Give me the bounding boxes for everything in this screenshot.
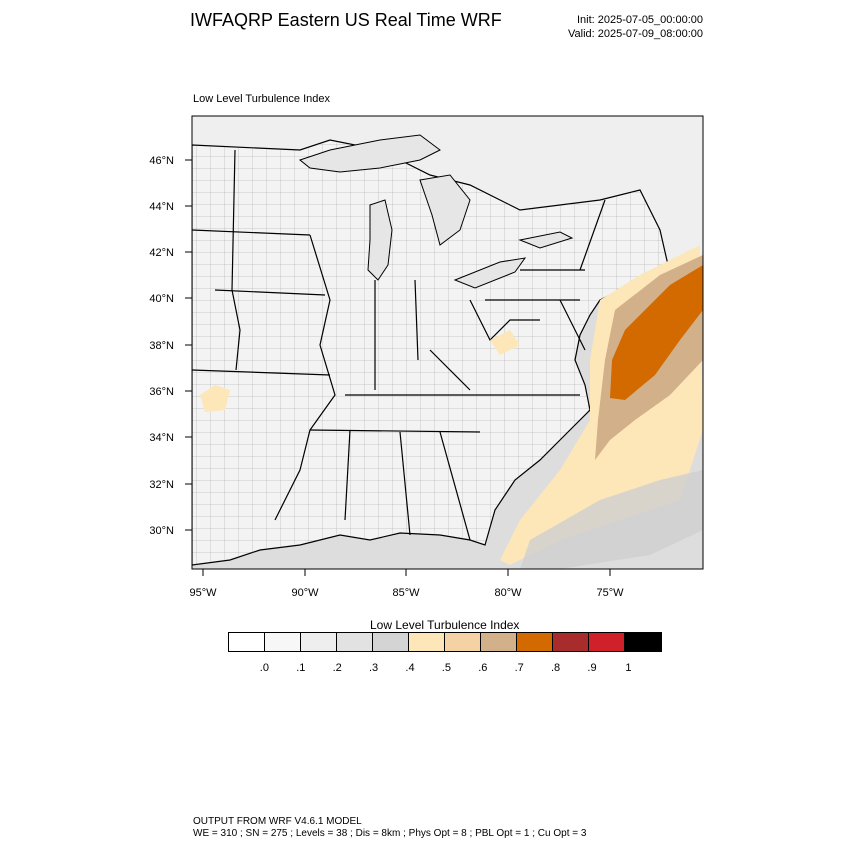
colorbar-swatch bbox=[553, 633, 589, 651]
offshore-gray-region bbox=[520, 470, 703, 569]
colorbar-swatch bbox=[373, 633, 409, 651]
lake-superior bbox=[298, 134, 441, 173]
valid-time: Valid: 2025-07-09_08:00:00 bbox=[568, 28, 703, 40]
inland-tan-patch-east bbox=[490, 330, 520, 355]
colorbar-tick-label: .2 bbox=[332, 662, 342, 674]
colorbar-tick-label: 1 bbox=[625, 662, 632, 674]
lat-label: 34°N bbox=[149, 432, 174, 444]
colorbar-tick-label: .0 bbox=[259, 662, 269, 674]
colorbar bbox=[228, 632, 662, 652]
lon-label: 90°W bbox=[291, 587, 319, 599]
lon-labels: 95°W 90°W 85°W 80°W 75°W bbox=[189, 587, 624, 599]
lon-label: 80°W bbox=[494, 587, 522, 599]
lat-label: 40°N bbox=[149, 293, 174, 305]
colorbar-swatch bbox=[589, 633, 625, 651]
lake-ontario bbox=[518, 231, 574, 249]
plot-title: IWFAQRP Eastern US Real Time WRF bbox=[190, 10, 502, 30]
lat-label: 36°N bbox=[149, 386, 174, 398]
colorbar-swatch bbox=[337, 633, 373, 651]
lat-label: 30°N bbox=[149, 525, 174, 537]
lon-label: 75°W bbox=[596, 587, 624, 599]
lat-label: 32°N bbox=[149, 479, 174, 491]
colorbar-title: Low Level Turbulence Index bbox=[370, 618, 520, 632]
lake-michigan bbox=[367, 199, 393, 281]
lake-erie bbox=[453, 257, 527, 289]
lat-label: 38°N bbox=[149, 340, 174, 352]
colorbar-swatch bbox=[481, 633, 517, 651]
colorbar-swatch bbox=[301, 633, 337, 651]
colorbar-tick-label: .3 bbox=[369, 662, 379, 674]
lon-label: 95°W bbox=[189, 587, 217, 599]
lat-labels: 46°N 44°N 42°N 40°N 38°N 36°N 34°N 32°N … bbox=[149, 155, 174, 537]
init-time: Init: 2025-07-05_00:00:00 bbox=[577, 14, 703, 26]
lon-label: 85°W bbox=[392, 587, 420, 599]
colorbar-swatch bbox=[445, 633, 481, 651]
run-times: Init: 2025-07-05_00:00:00 Valid: 2025-07… bbox=[568, 13, 703, 41]
state-borders bbox=[192, 149, 606, 541]
map-frame bbox=[191, 115, 704, 570]
colorbar-tick-label: .8 bbox=[551, 662, 561, 674]
orange-region bbox=[610, 265, 703, 400]
county-borders bbox=[192, 140, 668, 565]
model-info: OUTPUT FROM WRF V4.6.1 MODEL bbox=[193, 816, 362, 827]
colorbar-tick-label: .4 bbox=[405, 662, 415, 674]
colorbar-swatch bbox=[517, 633, 553, 651]
colorbar-swatch bbox=[409, 633, 445, 651]
lon-ticks bbox=[202, 569, 611, 576]
colorbar-swatch bbox=[625, 633, 661, 651]
colorbar-swatch bbox=[229, 633, 265, 651]
lat-label: 44°N bbox=[149, 201, 174, 213]
lat-ticks bbox=[185, 159, 192, 531]
colorbar-tick-label: .7 bbox=[514, 662, 524, 674]
field-subtitle: Low Level Turbulence Index bbox=[193, 93, 330, 105]
model-settings: WE = 310 ; SN = 275 ; Levels = 38 ; Dis … bbox=[193, 828, 587, 839]
lat-label: 42°N bbox=[149, 247, 174, 259]
colorbar-tick-label: .6 bbox=[478, 662, 488, 674]
lake-huron bbox=[419, 174, 471, 246]
inland-tan-patch-west bbox=[200, 385, 230, 412]
lat-label: 46°N bbox=[149, 155, 174, 167]
colorbar-tick-label: .5 bbox=[441, 662, 451, 674]
colorbar-swatch bbox=[265, 633, 301, 651]
colorbar-tick-label: .1 bbox=[296, 662, 306, 674]
colorbar-tick-label: .9 bbox=[587, 662, 597, 674]
